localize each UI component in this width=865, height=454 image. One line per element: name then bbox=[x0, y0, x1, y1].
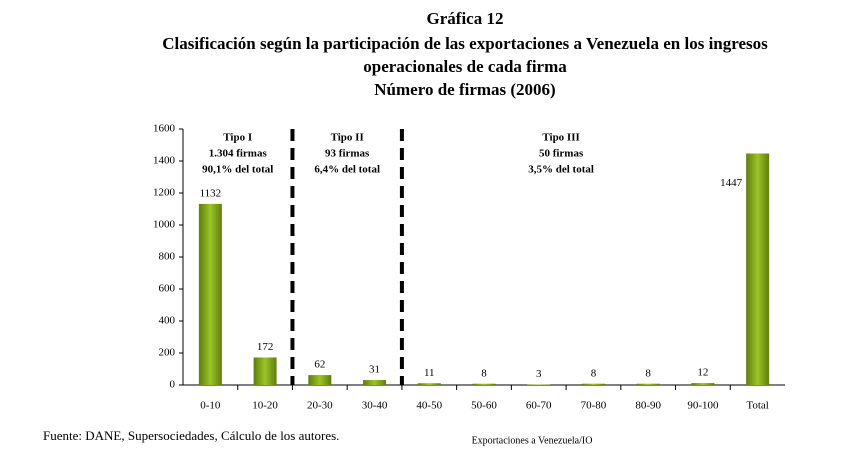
group-annotation: 3,5% del total bbox=[528, 164, 594, 176]
value-label: 8 bbox=[481, 367, 487, 379]
chart-subtitle: operacionales de cada firma bbox=[363, 57, 567, 76]
x-tick-label: 80-90 bbox=[635, 400, 661, 412]
chart-subtitle: Número de firmas (2006) bbox=[374, 80, 555, 99]
y-tick-label: 1400 bbox=[153, 155, 176, 167]
y-tick-label: 1200 bbox=[153, 187, 176, 199]
value-label: 8 bbox=[591, 367, 597, 379]
bar bbox=[636, 383, 660, 385]
value-label: 1447 bbox=[720, 177, 743, 189]
value-label: 31 bbox=[369, 364, 380, 376]
bar bbox=[581, 383, 605, 385]
chart-subtitle: Clasificación según la participación de … bbox=[162, 34, 768, 53]
value-label: 3 bbox=[536, 368, 542, 380]
group-annotation: Tipo III bbox=[542, 132, 579, 144]
value-label: 172 bbox=[257, 341, 274, 353]
group-annotation: Tipo II bbox=[331, 132, 364, 144]
group-annotation: 6,4% del total bbox=[314, 164, 380, 176]
source-note: Fuente: DANE, Supersociedades, Cálculo d… bbox=[43, 428, 339, 443]
y-tick-label: 200 bbox=[159, 347, 176, 359]
value-label: 11 bbox=[424, 367, 435, 379]
x-axis-label: Exportaciones a Venezuela/IO bbox=[472, 435, 593, 446]
bar bbox=[746, 153, 770, 385]
y-tick-label: 400 bbox=[159, 315, 176, 327]
bar bbox=[308, 375, 332, 385]
bar bbox=[691, 383, 715, 385]
y-tick-label: 800 bbox=[159, 251, 176, 263]
y-tick-label: 600 bbox=[159, 283, 176, 295]
x-tick-label: 0-10 bbox=[200, 400, 221, 412]
bar bbox=[363, 380, 387, 385]
group-annotation: 93 firmas bbox=[325, 148, 370, 160]
x-tick-label: 70-80 bbox=[581, 400, 607, 412]
value-label: 8 bbox=[645, 367, 651, 379]
y-tick-label: 1000 bbox=[153, 219, 176, 231]
value-label: 62 bbox=[314, 359, 325, 371]
group-annotation: 1.304 firmas bbox=[209, 148, 268, 160]
value-label: 12 bbox=[697, 367, 708, 379]
x-tick-label: 60-70 bbox=[526, 400, 552, 412]
group-annotation: 90,1% del total bbox=[202, 164, 273, 176]
value-label: 1132 bbox=[200, 187, 222, 199]
chart-title: Gráfica 12 bbox=[427, 9, 504, 28]
x-tick-label: 40-50 bbox=[416, 400, 442, 412]
y-tick-label: 0 bbox=[170, 379, 176, 391]
bar bbox=[417, 383, 441, 385]
x-tick-label: 20-30 bbox=[307, 400, 333, 412]
x-tick-label: 50-60 bbox=[471, 400, 497, 412]
group-annotation: Tipo I bbox=[223, 132, 252, 144]
y-tick-label: 1600 bbox=[153, 123, 176, 135]
group-annotation: 50 firmas bbox=[539, 148, 584, 160]
x-tick-label: 10-20 bbox=[252, 400, 278, 412]
bar bbox=[198, 203, 222, 385]
x-tick-label: 90-100 bbox=[687, 400, 719, 412]
x-tick-label: 30-40 bbox=[362, 400, 388, 412]
bar bbox=[253, 357, 277, 385]
x-tick-label: Total bbox=[746, 400, 768, 412]
bar bbox=[472, 383, 496, 385]
